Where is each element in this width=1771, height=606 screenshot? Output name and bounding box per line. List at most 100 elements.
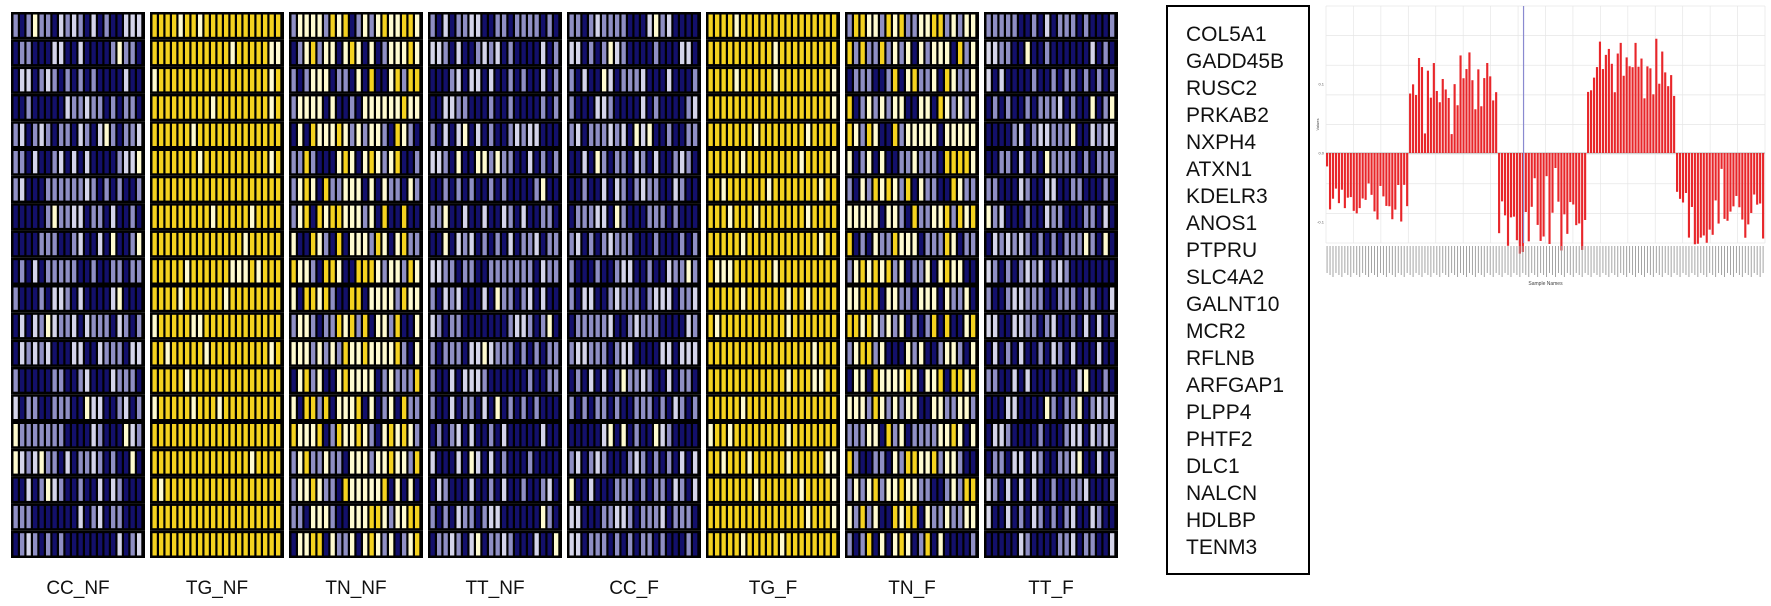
heatmap-cell (1084, 451, 1089, 474)
bar (1678, 153, 1682, 199)
heatmap-cell (124, 342, 129, 365)
heatmap-cell (489, 451, 494, 474)
heatmap-cell (621, 14, 626, 37)
heatmap-cell (958, 69, 963, 92)
heatmap-cell (919, 287, 924, 310)
bar (1518, 153, 1521, 254)
heatmap-cell (886, 260, 891, 283)
heatmap-cell (854, 505, 859, 529)
heatmap-cell (78, 478, 83, 501)
heatmap-cell (72, 451, 77, 474)
heatmap-cell (893, 424, 898, 447)
heatmap-cell (1032, 396, 1037, 419)
heatmap-cell (230, 369, 235, 392)
heatmap-cell (1097, 424, 1102, 447)
heatmap-cell (945, 260, 950, 283)
heatmap-cell (382, 96, 387, 119)
heatmap-cell (602, 314, 607, 338)
heatmap-cell (269, 178, 274, 201)
heatmap-cell (463, 424, 468, 447)
heatmap-cell (528, 533, 533, 556)
heatmap-cell (26, 260, 31, 283)
heatmap-cell (476, 451, 481, 474)
heatmap-cell (673, 232, 678, 256)
heatmap-cell (78, 151, 83, 174)
heatmap-cell (217, 451, 222, 474)
heatmap-cell (999, 123, 1004, 146)
heatmap-cell (91, 396, 96, 419)
heatmap-cell (217, 533, 222, 556)
heatmap-cell (628, 533, 633, 556)
heatmap-cell (806, 260, 811, 283)
heatmap-cell (243, 260, 248, 283)
bar (1584, 153, 1587, 220)
heatmap-cell (1038, 41, 1043, 65)
heatmap-cell (734, 424, 739, 447)
heatmap-cell (547, 123, 552, 146)
heatmap-cell (1084, 232, 1089, 256)
heatmap-cell (686, 232, 691, 256)
heatmap-cell (680, 396, 685, 419)
heatmap-cell (165, 232, 170, 256)
heatmap-cell (971, 69, 976, 92)
heatmap-cell (276, 123, 281, 146)
heatmap-cell (569, 69, 574, 92)
heatmap-cell (1025, 424, 1030, 447)
heatmap-cell (85, 505, 90, 529)
heatmap-cell (786, 41, 791, 65)
heatmap-cell (343, 96, 348, 119)
heatmap-cell (204, 451, 209, 474)
heatmap-cell (198, 396, 203, 419)
heatmap-cell (98, 533, 103, 556)
heatmap-cell (159, 232, 164, 256)
heatmap-cell (1012, 369, 1017, 392)
heatmap-cell (1084, 287, 1089, 310)
heatmap-cell (52, 151, 57, 174)
bar (1684, 153, 1688, 193)
heatmap-cell (356, 478, 361, 501)
heatmap-cell (528, 314, 533, 338)
heatmap-cell (191, 232, 196, 256)
heatmap-cell (263, 287, 268, 310)
heatmap-cell (628, 342, 633, 365)
heatmap-cell (152, 14, 157, 37)
heatmap-cell (767, 151, 772, 174)
heatmap-cell (46, 342, 51, 365)
heatmap-cell (767, 505, 772, 529)
heatmap-cell (515, 342, 520, 365)
heatmap-cell (456, 314, 461, 338)
heatmap-cell (925, 232, 930, 256)
heatmap-cell (912, 69, 917, 92)
heatmap-cell (615, 232, 620, 256)
heatmap-cell (1038, 151, 1043, 174)
heatmap-cell (376, 260, 381, 283)
heatmap-cell (899, 533, 904, 556)
heatmap-cell (602, 287, 607, 310)
heatmap-cell (919, 96, 924, 119)
heatmap-cell (382, 232, 387, 256)
heatmap-cell (1103, 451, 1108, 474)
heatmap-cell (1077, 505, 1082, 529)
heatmap-cell (728, 96, 733, 119)
heatmap-cell (443, 314, 448, 338)
heatmap-cell (747, 205, 752, 228)
heatmap-cell (925, 178, 930, 201)
heatmap-cell (363, 151, 368, 174)
heatmap-cell (243, 505, 248, 529)
heatmap-cell (489, 342, 494, 365)
heatmap-cell (469, 369, 474, 392)
heatmap-cell (608, 232, 613, 256)
heatmap-cell (363, 287, 368, 310)
heatmap-cell (91, 260, 96, 283)
heatmap-cell (886, 533, 891, 556)
heatmap-cell (547, 451, 552, 474)
heatmap-cell (185, 424, 190, 447)
heatmap-cell (382, 342, 387, 365)
heatmap-cell (191, 505, 196, 529)
heatmap-cell (376, 123, 381, 146)
heatmap-cell (46, 151, 51, 174)
heatmap-cell (634, 533, 639, 556)
heatmap-cell (786, 123, 791, 146)
heatmap-cell (72, 69, 77, 92)
heatmap-cell (986, 123, 991, 146)
